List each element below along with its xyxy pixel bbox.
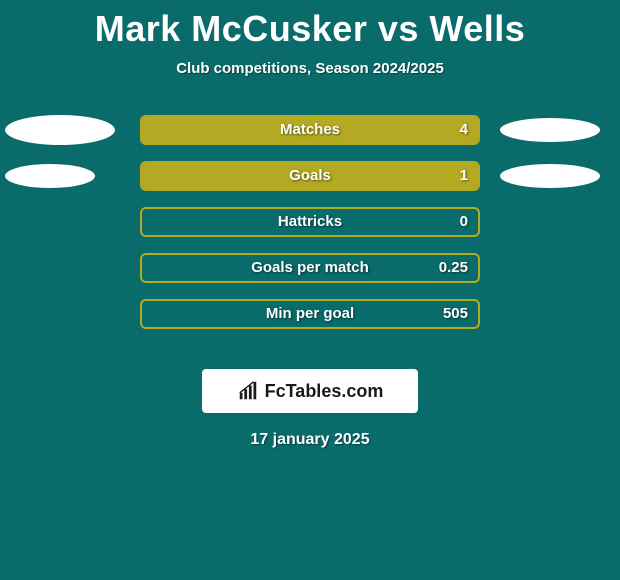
date-text: 17 january 2025 <box>0 431 620 449</box>
stat-row: Goals1 <box>0 161 620 207</box>
stat-value: 0 <box>460 209 468 235</box>
stat-bar: Goals per match0.25 <box>140 253 480 283</box>
stat-value: 4 <box>460 117 468 143</box>
stat-bar: Hattricks0 <box>140 207 480 237</box>
stat-value: 0.25 <box>439 255 468 281</box>
logo-text: FcTables.com <box>265 381 384 402</box>
stat-label: Matches <box>142 117 478 143</box>
subtitle: Club competitions, Season 2024/2025 <box>0 60 620 77</box>
stat-value: 1 <box>460 163 468 189</box>
stat-value: 505 <box>443 301 468 327</box>
stat-label: Goals per match <box>142 255 478 281</box>
stat-bar: Matches4 <box>140 115 480 145</box>
stat-row: Min per goal505 <box>0 299 620 345</box>
logo-box: FcTables.com <box>202 369 418 413</box>
stats-container: Matches4Goals1Hattricks0Goals per match0… <box>0 115 620 345</box>
side-ellipse <box>5 115 115 145</box>
page-title: Mark McCusker vs Wells <box>0 0 620 50</box>
stat-row: Matches4 <box>0 115 620 161</box>
stat-bar: Goals1 <box>140 161 480 191</box>
stat-label: Min per goal <box>142 301 478 327</box>
side-ellipse <box>5 164 95 188</box>
side-ellipse <box>500 164 600 188</box>
stat-label: Hattricks <box>142 209 478 235</box>
side-ellipse <box>500 118 600 142</box>
stat-row: Hattricks0 <box>0 207 620 253</box>
stat-row: Goals per match0.25 <box>0 253 620 299</box>
chart-icon <box>237 380 259 402</box>
stat-label: Goals <box>142 163 478 189</box>
stat-bar: Min per goal505 <box>140 299 480 329</box>
